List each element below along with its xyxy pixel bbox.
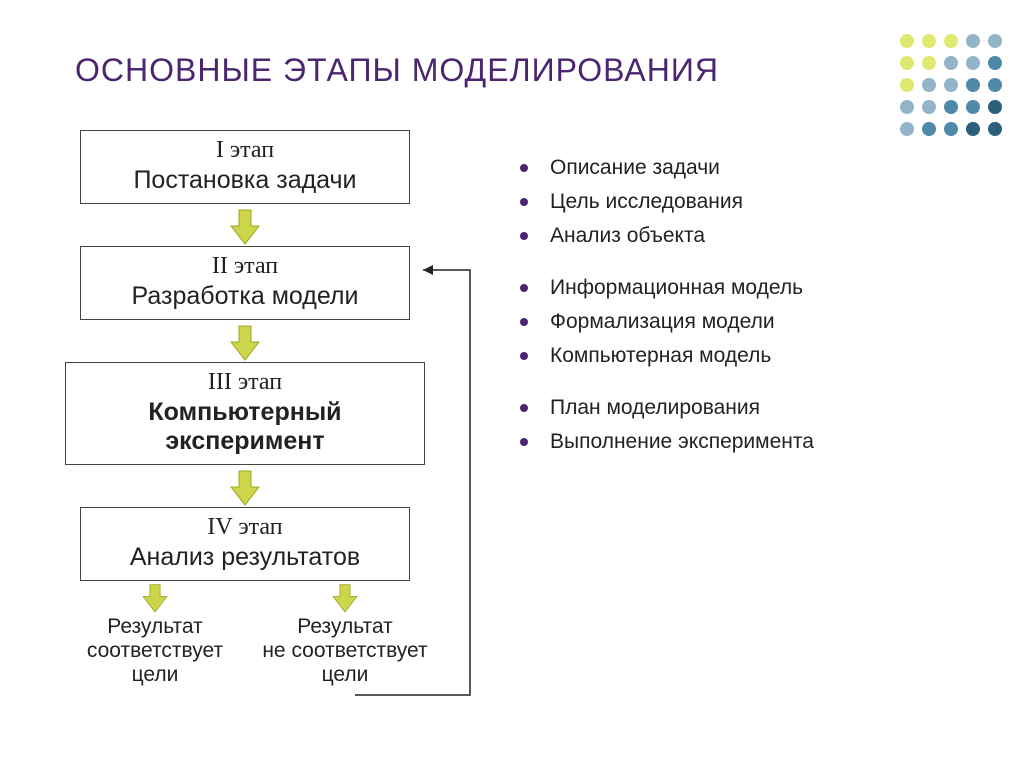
deco-dot — [988, 56, 1002, 70]
deco-dot — [922, 78, 936, 92]
bullet-dot-icon — [520, 232, 528, 240]
bullet-dot-icon — [520, 164, 528, 172]
page-title: ОСНОВНЫЕ ЭТАПЫ МОДЕЛИРОВАНИЯ — [75, 52, 719, 89]
stage-box-4: IV этап Анализ результатов — [80, 507, 410, 581]
deco-dot — [966, 56, 980, 70]
deco-dot — [988, 78, 1002, 92]
deco-dot — [900, 100, 914, 114]
bullet-dot-icon — [520, 438, 528, 446]
result-right-line1: Результат — [255, 615, 435, 639]
stage-3-label: Компьютерный эксперимент — [70, 398, 420, 456]
bullet-item: Формализация модели — [520, 310, 940, 334]
result-left-line2: соответствует — [65, 639, 245, 663]
result-left: Результат соответствует цели — [65, 579, 245, 687]
bullet-text: Описание задачи — [550, 156, 720, 180]
deco-dot — [922, 56, 936, 70]
bullet-list: Описание задачи Цель исследования Анализ о… — [520, 156, 940, 482]
deco-dot — [944, 78, 958, 92]
bullet-item: Выполнение эксперимента — [520, 430, 940, 454]
bullet-dot-icon — [520, 284, 528, 292]
stage-4-num: IV этап — [85, 514, 405, 541]
bullet-item: Описание задачи — [520, 156, 940, 180]
bullet-group: Информационная модель Формализация модели… — [520, 276, 940, 368]
decorative-dot-grid — [896, 30, 1006, 140]
result-right: Результат не соответствует цели — [255, 579, 435, 687]
bullet-text: Выполнение эксперимента — [550, 430, 814, 454]
bullet-dot-icon — [520, 404, 528, 412]
deco-dot — [900, 78, 914, 92]
bullet-item: Компьютерная модель — [520, 344, 940, 368]
bullet-dot-icon — [520, 198, 528, 206]
stage-1-label: Постановка задачи — [85, 166, 405, 195]
deco-dot — [966, 78, 980, 92]
result-left-line3: цели — [65, 663, 245, 687]
deco-dot — [988, 34, 1002, 48]
stage-3-num: III этап — [70, 369, 420, 396]
deco-dot — [944, 56, 958, 70]
deco-dot — [944, 34, 958, 48]
deco-dot — [966, 122, 980, 136]
arrow-icon — [225, 208, 265, 248]
bullet-text: Анализ объекта — [550, 224, 705, 248]
result-left-line1: Результат — [65, 615, 245, 639]
bullet-text: План моделирования — [550, 396, 760, 420]
arrow-icon — [225, 469, 265, 509]
deco-dot — [988, 122, 1002, 136]
bullet-dot-icon — [520, 352, 528, 360]
result-right-line2: не соответствует — [255, 639, 435, 663]
deco-dot — [900, 122, 914, 136]
deco-dot — [922, 100, 936, 114]
bullet-item: Информационная модель — [520, 276, 940, 300]
deco-dot — [922, 122, 936, 136]
stage-box-3: III этап Компьютерный эксперимент — [65, 362, 425, 465]
stage-4-label: Анализ результатов — [85, 543, 405, 572]
arrow-icon — [135, 583, 175, 617]
stage-1-num: I этап — [85, 137, 405, 164]
bullet-text: Формализация модели — [550, 310, 775, 334]
deco-dot — [944, 100, 958, 114]
deco-dot — [944, 122, 958, 136]
stage-box-1: I этап Постановка задачи — [80, 130, 410, 204]
stage-box-2: II этап Разработка модели — [80, 246, 410, 320]
deco-dot — [900, 34, 914, 48]
deco-dot — [922, 34, 936, 48]
bullet-item: Анализ объекта — [520, 224, 940, 248]
bullet-group: План моделирования Выполнение эксперимент… — [520, 396, 940, 454]
stage-2-num: II этап — [85, 253, 405, 280]
bullet-item: План моделирования — [520, 396, 940, 420]
bullet-text: Цель исследования — [550, 190, 743, 214]
flowchart: I этап Постановка задачи II этап Разрабо… — [55, 130, 435, 687]
deco-dot — [966, 100, 980, 114]
deco-dot — [966, 34, 980, 48]
bullet-dot-icon — [520, 318, 528, 326]
deco-dot — [988, 100, 1002, 114]
result-right-line3: цели — [255, 663, 435, 687]
bullet-item: Цель исследования — [520, 190, 940, 214]
bullet-text: Компьютерная модель — [550, 344, 771, 368]
stage-2-label: Разработка модели — [85, 282, 405, 311]
arrow-icon — [325, 583, 365, 617]
bullet-text: Информационная модель — [550, 276, 803, 300]
bullet-group: Описание задачи Цель исследования Анализ о… — [520, 156, 940, 248]
result-row: Результат соответствует цели Результат н… — [65, 579, 435, 687]
arrow-icon — [225, 324, 265, 364]
deco-dot — [900, 56, 914, 70]
